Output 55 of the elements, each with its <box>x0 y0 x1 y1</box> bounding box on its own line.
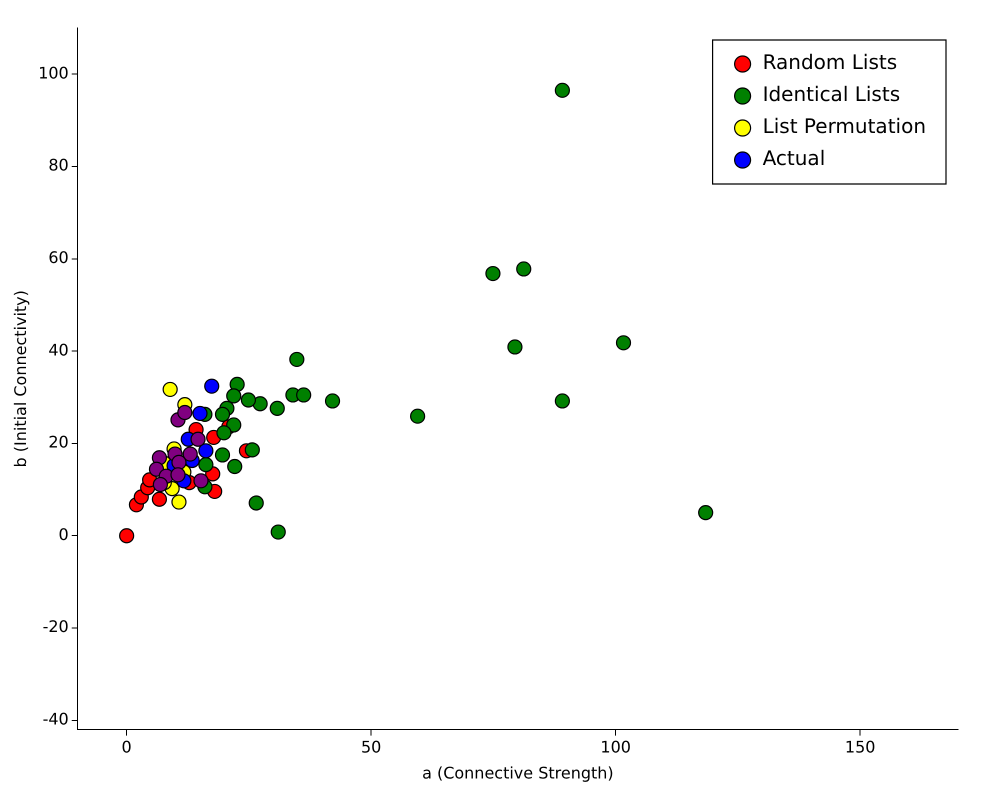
point <box>152 492 168 507</box>
point <box>227 458 242 474</box>
point <box>324 393 340 409</box>
point <box>410 408 426 424</box>
y-tick-label: -40 <box>42 710 69 729</box>
y-axis-title: b (Initial Connectivity) <box>10 290 30 468</box>
point <box>171 454 187 470</box>
point <box>616 335 632 350</box>
x-tick-label: 50 <box>360 737 382 756</box>
point <box>192 406 208 422</box>
legend-label: Random Lists <box>762 50 898 74</box>
y-tick-label: 80 <box>48 156 69 175</box>
point <box>182 446 198 462</box>
point <box>244 442 260 458</box>
y-tick-label: 0 <box>58 524 69 544</box>
legend-label: List Permutation <box>762 114 926 138</box>
x-tick-label: 0 <box>122 737 132 756</box>
legend-label: Actual <box>762 146 826 170</box>
y-tick-label: 100 <box>38 63 69 82</box>
y-tick-label: -20 <box>42 617 69 636</box>
point <box>198 457 214 472</box>
point <box>170 467 186 482</box>
point <box>554 393 570 409</box>
point <box>289 352 304 368</box>
point <box>485 266 501 282</box>
point <box>226 388 242 404</box>
point <box>698 505 714 520</box>
point <box>190 432 206 447</box>
point <box>162 382 178 398</box>
point <box>216 425 232 440</box>
legend-label: Identical Lists <box>762 82 900 106</box>
point <box>119 528 134 544</box>
point <box>270 524 286 540</box>
x-axis-title: a (Connective Strength) <box>422 764 614 783</box>
point <box>171 494 187 510</box>
point <box>214 447 230 463</box>
point <box>240 392 256 408</box>
point <box>554 82 570 98</box>
x-tick-label: 100 <box>600 737 631 756</box>
point <box>516 261 532 277</box>
point <box>214 406 230 422</box>
x-tick-label: 150 <box>844 737 876 756</box>
point <box>204 378 220 394</box>
point <box>252 396 268 412</box>
y-tick-label: 20 <box>48 432 69 452</box>
point <box>177 404 192 420</box>
point <box>198 443 214 458</box>
y-tick-label: 60 <box>48 248 69 267</box>
point <box>296 387 312 403</box>
point <box>507 339 523 355</box>
point <box>270 400 285 416</box>
point <box>193 473 209 488</box>
y-tick-label: 40 <box>48 340 69 360</box>
point <box>248 495 264 511</box>
point <box>226 417 242 433</box>
